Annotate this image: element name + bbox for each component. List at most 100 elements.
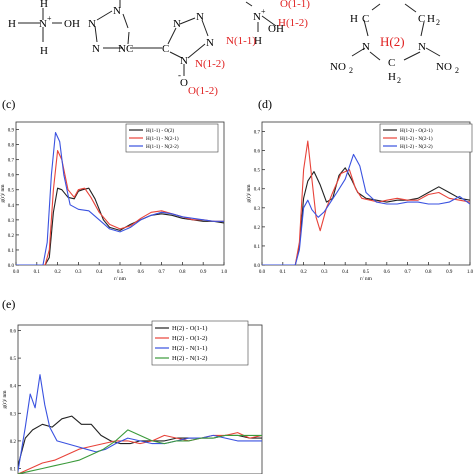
y-tick-label: 0.5 [8,189,15,194]
atom-annotations: O(1-1) H(1-2) N(1-1) N(1-2) O(1-2) [188,0,310,97]
y-tick-label: 0.2 [254,226,261,231]
legend-label: H(1-2) - N(2-2) [400,143,433,150]
series-line [16,131,224,265]
ammonium-h-bottom: H [40,45,48,57]
ammonium-oh: OH [64,18,80,30]
ring-h-1: H [350,13,358,25]
bistetrazole-bonds [94,0,209,76]
panel-e: (e) 0.1 0.2 0.3 0.4 0.5 0.6 g(r)/ nm H(2) - O(1-… [1,297,263,474]
y-tick-label: 0.1 [8,249,15,254]
x-tick-label: 1.0 [221,270,228,275]
y-tick-label: 0.5 [10,357,17,362]
y-tick-label: 0.1 [10,467,17,472]
panel-d: (d) 0.0 0.1 0.2 0.3 0.4 0.5 0.6 0.7 g(r)/ nm 0.0 0.… [245,97,474,282]
x-tick-label: 0.5 [117,270,124,275]
tetrazole-n3: N [92,43,100,55]
annotation-h-2: H(2) [380,34,405,49]
series-line [18,429,262,474]
legend-label: H(2) - O(1-2) [172,335,207,342]
ring-n-left: N [362,41,370,53]
x-tick-label: 0.6 [384,270,391,275]
series-line [262,153,470,265]
x-tick-label: 0.0 [13,270,20,275]
legend-label: H(1-2) - O(2-1) [400,127,433,134]
ammonium-h-top: H [40,0,48,10]
legend-label: H(1-1) - O(2) [146,127,175,134]
y-tick-label: 0.3 [10,412,17,417]
x-tick-label: 0.2 [54,270,61,275]
ring-h-2: H [427,13,435,25]
tetrazole-n6: N [196,11,204,23]
ring-h2-sub: 2 [436,18,440,27]
x-tick-label: 0.0 [259,270,266,275]
annotation-h-1-2: H(1-2) [278,17,308,29]
tetrazole-n5: N [173,18,181,30]
y-tick-label: 0.4 [8,204,15,209]
y-tick-label: 0.7 [8,159,15,164]
panel-label: (d) [258,97,272,111]
x-tick-label: 0.9 [200,270,207,275]
x-tick-label: 0.3 [321,270,328,275]
ammonium-charge: + [47,14,52,23]
y-axis-label: g(r)/ nm [0,184,6,203]
y-tick-label: 0.6 [254,150,261,155]
ammonium-right-h: H [254,35,262,47]
y-tick-label: 0.5 [254,169,261,174]
ammonium-right-n: N [253,11,261,23]
legend-label: H(1-1) - N(2-2) [146,143,179,150]
tetrazole-o-charge: - [178,70,181,80]
y-tick-label: 0.4 [254,188,261,193]
ammonium-cation-left [18,8,62,42]
x-axis-label: r/ nm [360,276,372,282]
x-tick-label: 0.1 [34,270,41,275]
y-axis-label: g(r)/ nm [1,390,8,409]
y-tick-label: 0.4 [10,385,17,390]
y-tick-label: 0.1 [254,245,261,250]
x-tick-label: 0.7 [158,270,165,275]
tetrazole-n2: N [88,18,96,30]
y-tick-label: 0.0 [8,264,15,269]
ring-no2-right-sub: 2 [455,66,459,75]
series-line [16,150,224,265]
ring-c-2: C [418,13,425,25]
legend-label: H(1-2) - N(2-1) [400,135,433,142]
panel-label: (e) [2,297,15,311]
x-tick-label: 1.0 [467,270,474,275]
annotation-o-1-1: O(1-1) [280,0,310,10]
y-tick-label: 0.6 [8,174,15,179]
annotation-o-1-2: O(1-2) [188,85,218,97]
x-tick-label: 0.8 [179,270,186,275]
legend-label: H(2) - N(1-1) [172,345,207,352]
ring-c-3: C [388,57,395,69]
legend-label: H(2) - N(1-2) [172,355,207,362]
ring-n-right: N [418,41,426,53]
triazinane-ring-bonds [351,3,441,61]
ammonium-cation-right [245,1,277,32]
series-line [262,167,470,265]
tetrazole-n4: N [118,43,126,55]
x-tick-label: 0.4 [342,270,349,275]
ring-h-3: H [388,71,396,83]
y-tick-label: 0.3 [8,219,15,224]
x-tick-label: 0.2 [300,270,307,275]
annotation-n-1-2: N(1-2) [195,58,225,70]
x-tick-label: 0.9 [446,270,453,275]
panel-c: (c) 0.0 0.1 0.2 0.3 0.4 0.5 0.6 0.7 0.8 0.9 g(r)/ n… [0,97,228,282]
x-tick-label: 0.4 [96,270,103,275]
y-tick-label: 0.6 [10,330,17,335]
tetrazole-n8: N [180,55,188,67]
ammonium-right-charge: + [261,7,266,16]
tetrazole-n1: N [113,5,121,17]
tetrazole-o-minus: O [180,77,188,89]
chemical-structures: H H H N + OH N N N N C C N N N N [8,0,459,97]
ring-no2-right: NO [436,61,452,73]
y-tick-label: 0.0 [254,264,261,269]
x-tick-label: 0.1 [280,270,287,275]
ring-h3-sub: 2 [397,76,401,85]
x-tick-label: 0.3 [75,270,82,275]
series-line [16,187,224,265]
tetrazole-c1: C [126,43,133,55]
x-tick-label: 0.6 [138,270,145,275]
ammonium-n: N [39,18,47,30]
